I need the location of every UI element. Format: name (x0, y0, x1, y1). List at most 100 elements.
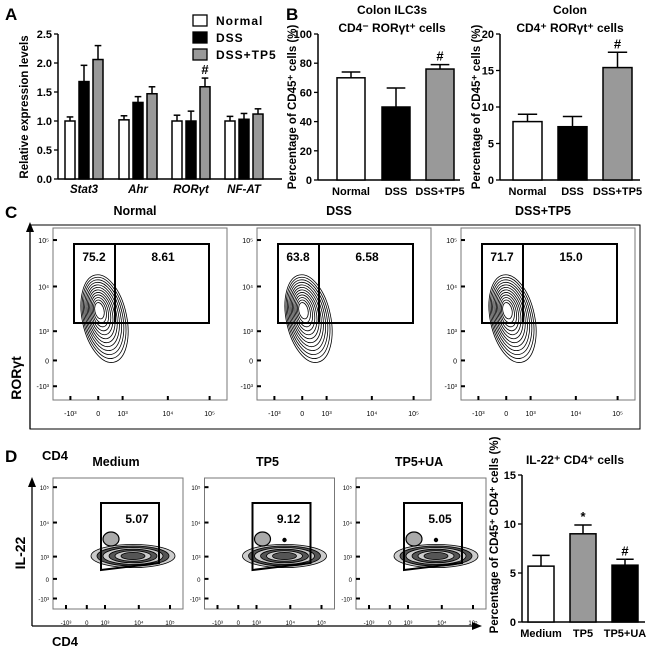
d-plot-title: TP5 (256, 455, 279, 469)
dbar-y-tick-label: 0 (510, 617, 516, 629)
a-category-label: Ahr (127, 184, 148, 196)
c-contour (294, 294, 316, 332)
a-bar (185, 120, 197, 180)
c-plot-frame (460, 227, 636, 401)
c-plot-frame (52, 227, 228, 401)
c-y-tick-label: 10⁴ (38, 284, 49, 291)
c-contour (290, 286, 322, 344)
a-bar (146, 92, 158, 180)
c-y-tick-label: 10³ (243, 329, 254, 336)
dbar-y-tick-label: 5 (510, 568, 516, 580)
d-y-tick-label: -10³ (190, 598, 201, 604)
b2-y-axis-label: Percentage of CD45⁺ cells (%) (471, 25, 483, 190)
c-contour (86, 286, 118, 344)
b1-category-label: DSS+TP5 (415, 186, 464, 198)
d-y-tick-label: 10⁴ (40, 521, 50, 528)
c-plot-frame (256, 227, 432, 401)
dbar-bar (527, 565, 555, 623)
d-x-tick-label: 10³ (101, 621, 110, 627)
c-contour (498, 294, 520, 332)
c-gate-right-value: 8.61 (151, 250, 175, 264)
d-y-tick-label: 0 (197, 578, 201, 584)
d-x-tick-label: 10⁴ (134, 620, 144, 627)
c-gate-right-value: 15.0 (559, 250, 583, 264)
a-significance-mark: # (201, 62, 209, 77)
a-category-label: RORγt (173, 184, 210, 196)
d-y-tick-label: 0 (349, 578, 353, 584)
d-x-tick-label: 10⁴ (437, 620, 447, 627)
dbar-category-label: TP5+UA (604, 628, 647, 640)
c-x-tick-label: 10³ (526, 411, 537, 418)
a-bar (224, 120, 236, 180)
c-x-tick-label: 0 (300, 411, 304, 418)
a-y-tick-label: 1.0 (37, 116, 52, 128)
c-contour (289, 284, 324, 348)
d-event-dot (282, 537, 287, 543)
dbar-y-tick-label: 10 (504, 519, 516, 531)
c-contour (84, 281, 123, 352)
c-contour (293, 292, 318, 336)
b2-y-tick-label: 15 (482, 66, 494, 78)
b1-y-tick-label: 100 (294, 29, 312, 41)
legend-label-normal: Normal (216, 14, 263, 28)
c-y-tick-label: -10³ (37, 384, 50, 391)
c-x-tick-label: -10³ (64, 411, 77, 418)
a-bar (171, 120, 183, 180)
c-contour (85, 284, 120, 348)
d-plot-title: Medium (92, 455, 139, 469)
b2-y-tick-label: 0 (488, 175, 494, 187)
b1-bar (336, 77, 366, 181)
b2-subtitle: CD4⁺ RORγt⁺ cells (516, 21, 624, 35)
dbar-category-label: TP5 (573, 628, 593, 640)
c-contour (83, 279, 125, 355)
d-x-tick-label: 10³ (404, 621, 413, 627)
c-x-tick-label: 0 (504, 411, 508, 418)
c-y-tick-label: 10³ (447, 329, 458, 336)
c-y-arrowhead-icon (26, 222, 34, 232)
c-plot-title: Normal (113, 204, 156, 218)
b1-y-tick-label: 80 (300, 58, 312, 70)
dynamic-marks: 0.0 0.5 1.0 1.5 2.0 2.5 Stat3 Ahr # RORγt NF-AT 0 20… (37, 29, 647, 640)
d-x-tick-label: -10³ (212, 621, 223, 627)
c-x-tick-label: 10⁵ (612, 411, 623, 418)
b1-y-tick-label: 40 (300, 117, 312, 129)
c-x-tick-label: -10³ (268, 411, 281, 418)
b2-significance-mark: # (614, 36, 622, 51)
b1-category-label: DSS (385, 186, 408, 198)
b2-category-label: DSS+TP5 (593, 186, 642, 198)
d-gate (403, 502, 463, 572)
c-y-tick-label: -10³ (445, 384, 458, 391)
c-contour (94, 302, 105, 320)
b1-y-tick-label: 20 (300, 146, 312, 158)
a-y-tick-label: 0.0 (37, 174, 52, 186)
d-x-tick-label: 10³ (252, 621, 261, 627)
b1-bar (425, 68, 455, 181)
a-bar (132, 101, 144, 180)
c-gate-right-value: 6.58 (355, 250, 379, 264)
a-y-tick-label: 1.5 (37, 87, 52, 99)
d-y-tick-label: 10³ (40, 556, 49, 562)
d-x-arrowhead-icon (472, 622, 482, 630)
c-contour (90, 294, 112, 332)
a-bar (238, 118, 250, 180)
panel-label-b: B (286, 5, 298, 24)
panel-label-c: C (5, 203, 17, 222)
b2-title: Colon (553, 3, 587, 17)
b1-category-label: Normal (332, 186, 370, 198)
c-contour (89, 292, 114, 336)
panel-label-d: D (5, 447, 17, 466)
d-y-tick-label: -10³ (38, 598, 49, 604)
c-contour (288, 281, 327, 352)
b2-y-tick-label: 10 (482, 102, 494, 114)
b1-y-tick-label: 60 (300, 87, 312, 99)
c-gate-left-value: 71.7 (490, 250, 514, 264)
c-contour (502, 302, 513, 320)
c-y-tick-label: 10⁵ (242, 238, 253, 245)
b2-category-label: DSS (561, 186, 584, 198)
d-y-tick-label: 10⁵ (40, 485, 50, 492)
c-contour (492, 281, 531, 352)
a-bar (92, 58, 104, 180)
c-gate-left-value: 75.2 (82, 250, 106, 264)
a-bar (78, 80, 90, 180)
